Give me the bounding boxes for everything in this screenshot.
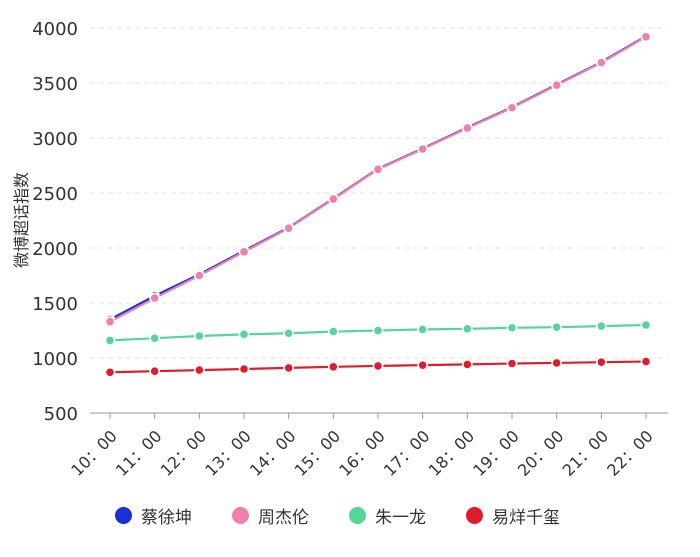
data-point-1-4	[283, 222, 295, 234]
legend-label-cai-xukun: 蔡徐坤	[141, 508, 192, 528]
legend-label-zhu-yilong: 朱一龙	[375, 508, 426, 528]
data-point-2-5	[327, 326, 339, 337]
y-tick-label: 1000	[32, 349, 78, 370]
legend-item-zhou-jielun[interactable]: 周杰伦	[232, 503, 309, 528]
x-tick-label: 17：00	[380, 426, 434, 480]
x-tick-label: 14：00	[246, 426, 300, 480]
data-point-3-12	[640, 356, 652, 367]
data-point-2-4	[283, 327, 295, 339]
data-point-3-6	[372, 360, 384, 372]
data-point-1-9	[506, 102, 518, 114]
y-tick-label: 3500	[32, 74, 78, 95]
data-point-3-10	[551, 357, 563, 369]
data-point-2-6	[372, 325, 384, 336]
legend-marker-zhou-jielun	[232, 507, 249, 524]
data-point-1-3	[238, 246, 250, 258]
data-point-2-11	[595, 320, 607, 332]
legend-item-zhu-yilong[interactable]: 朱一龙	[349, 503, 426, 528]
data-point-2-7	[417, 323, 429, 335]
data-point-2-1	[149, 332, 161, 344]
data-point-3-8	[461, 358, 473, 370]
y-tick-label: 1500	[32, 294, 78, 315]
x-tick-label: 18：00	[425, 426, 479, 480]
legend-label-zhou-jielun: 周杰伦	[258, 508, 309, 528]
data-point-2-3	[238, 328, 250, 340]
legend-marker-cai-xukun	[115, 507, 132, 524]
legend-item-yi-yangqianxi[interactable]: 易烊千玺	[466, 503, 560, 528]
data-point-1-0	[104, 316, 116, 328]
data-point-3-2	[193, 364, 205, 376]
y-tick-label: 500	[44, 404, 78, 425]
data-point-2-8	[461, 323, 473, 335]
x-tick-label: 20：00	[514, 426, 568, 480]
data-point-3-4	[283, 362, 295, 374]
data-point-1-11	[595, 57, 607, 69]
data-point-2-2	[193, 330, 205, 342]
data-point-3-7	[417, 359, 429, 371]
data-point-3-0	[104, 366, 116, 378]
data-point-1-6	[372, 163, 384, 175]
legend-item-cai-xukun[interactable]: 蔡徐坤	[115, 503, 192, 528]
data-point-1-10	[551, 79, 563, 91]
x-tick-label: 13：00	[201, 426, 255, 480]
data-point-1-5	[327, 193, 339, 205]
y-tick-label: 2000	[32, 239, 78, 260]
data-point-2-12	[640, 319, 652, 331]
legend: 蔡徐坤 周杰伦 朱一龙 易烊千玺	[115, 503, 600, 528]
legend-marker-yi-yangqianxi	[466, 507, 483, 524]
data-point-1-7	[417, 143, 429, 155]
series-line-0	[109, 35, 647, 321]
data-point-1-1	[149, 292, 161, 304]
x-tick-label: 22：00	[603, 426, 657, 480]
y-tick-label: 4000	[32, 19, 78, 40]
y-tick-label: 2500	[32, 184, 78, 205]
data-point-2-10	[551, 321, 563, 333]
y-axis-label: 微博超话指数	[12, 172, 31, 268]
data-point-3-11	[595, 356, 607, 368]
x-tick-label: 10：00	[67, 426, 121, 480]
y-tick-label: 3000	[32, 129, 78, 150]
series-line-1	[109, 35, 647, 323]
x-tick-label: 15：00	[291, 426, 345, 480]
data-point-1-12	[640, 31, 652, 43]
data-point-1-8	[461, 122, 473, 134]
x-tick-label: 12：00	[157, 426, 211, 480]
data-point-3-5	[327, 361, 339, 373]
x-tick-label: 21：00	[559, 426, 613, 480]
legend-label-yi-yangqianxi: 易烊千玺	[492, 508, 560, 528]
x-tick-label: 19：00	[469, 426, 523, 480]
data-point-2-9	[506, 322, 518, 334]
data-point-2-0	[104, 334, 116, 346]
data-point-1-2	[193, 270, 205, 281]
x-tick-label: 11：00	[112, 426, 166, 480]
legend-marker-zhu-yilong	[349, 507, 366, 524]
data-point-3-1	[149, 365, 161, 377]
data-point-3-3	[238, 363, 250, 375]
data-point-3-9	[506, 358, 518, 369]
x-tick-label: 16：00	[335, 426, 389, 480]
